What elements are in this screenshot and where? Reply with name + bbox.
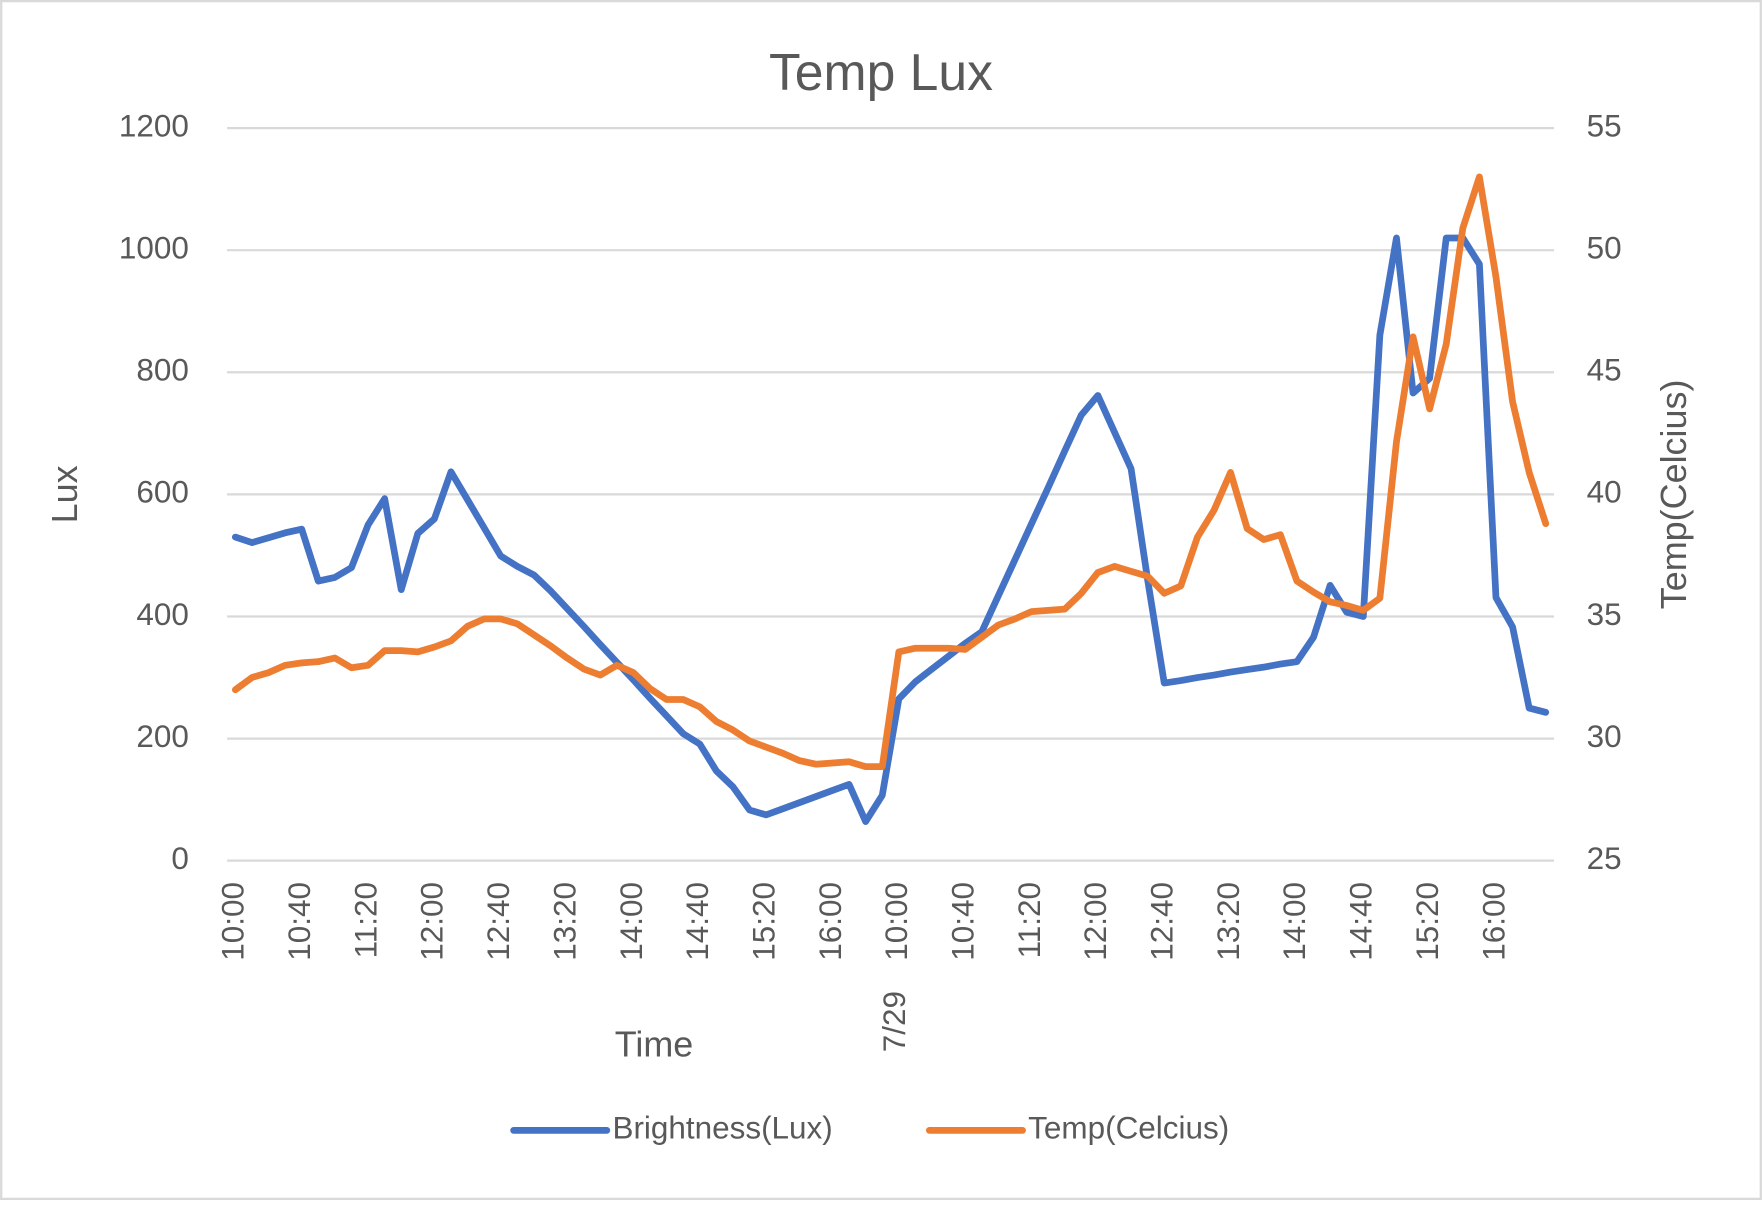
y2-tick-label: 30	[1587, 719, 1622, 754]
x-tick-label: 14:00	[1277, 882, 1312, 961]
x-tick-label: 10:00	[216, 882, 251, 961]
chart-title: Temp Lux	[769, 43, 993, 101]
legend-label: Brightness(Lux)	[612, 1111, 832, 1146]
x-tick-label: 13:20	[1211, 882, 1246, 961]
legend-label: Temp(Celcius)	[1028, 1111, 1229, 1146]
line-series	[231, 234, 1550, 825]
y-tick-label: 1200	[119, 108, 189, 143]
y2-axis-title: Temp(Celcius)	[1653, 380, 1694, 610]
x-tick-label: 12:40	[1145, 882, 1180, 961]
x-tick-label: 14:40	[1344, 882, 1379, 961]
x-tick-label: 14:00	[614, 882, 649, 961]
x-tick-label: 11:20	[1012, 882, 1047, 958]
x-tick-label: 16:00	[1476, 882, 1511, 961]
y2-tick-label: 50	[1587, 230, 1622, 265]
x-tick-label: 12:00	[415, 882, 450, 961]
x-tick-label: 13:20	[547, 882, 582, 961]
y2-tick-label: 35	[1587, 597, 1622, 632]
y-tick-label: 800	[136, 353, 188, 388]
y2-tick-label: 40	[1587, 475, 1622, 510]
y-tick-label: 400	[136, 597, 188, 632]
y-axis-title: Lux	[44, 465, 85, 523]
line-series	[231, 173, 1550, 771]
x-tick-label: 15:20	[746, 882, 781, 961]
y2-tick-label: 55	[1587, 108, 1622, 143]
x-tick-label: 16:00	[813, 882, 848, 961]
y-tick-label: 200	[136, 719, 188, 754]
x-group-label: 7/29	[877, 991, 912, 1052]
y-tick-label: 1000	[119, 230, 189, 265]
x-tick-label: 10:40	[946, 882, 981, 961]
y-tick-label: 600	[136, 475, 188, 510]
x-tick-label: 11:20	[348, 882, 383, 958]
x-axis-title: Time	[615, 1024, 694, 1065]
y2-tick-label: 25	[1587, 841, 1622, 876]
y-tick-label: 0	[171, 841, 189, 876]
x-tick-label: 12:40	[481, 882, 516, 961]
x-tick-label: 10:00	[879, 882, 914, 961]
x-tick-label: 14:40	[680, 882, 715, 961]
x-tick-label: 10:40	[282, 882, 317, 961]
x-tick-label: 12:00	[1078, 882, 1113, 961]
y2-tick-label: 45	[1587, 353, 1622, 388]
x-tick-label: 15:20	[1410, 882, 1445, 961]
